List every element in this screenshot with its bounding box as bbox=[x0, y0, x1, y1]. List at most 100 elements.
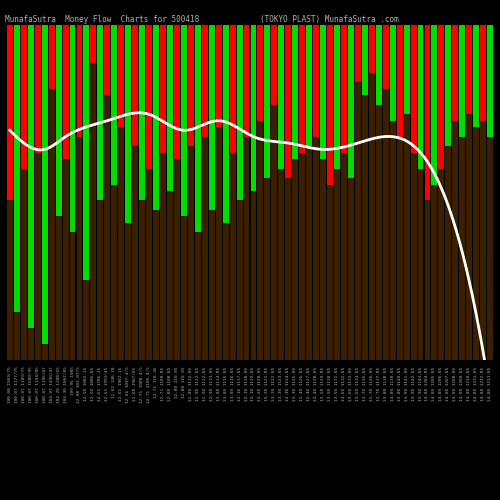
Bar bbox=[174, 25, 180, 159]
Bar bbox=[286, 25, 291, 360]
Text: 12.08 102.07/5: 12.08 102.07/5 bbox=[78, 366, 82, 403]
Text: 13.10 1119.85: 13.10 1119.85 bbox=[252, 366, 256, 400]
Bar bbox=[146, 25, 152, 169]
Text: 100.07 1177/75: 100.07 1177/75 bbox=[15, 366, 19, 403]
Bar bbox=[369, 25, 375, 360]
Text: 12.68 1987/05: 12.68 1987/05 bbox=[133, 366, 137, 400]
Text: 12.66 1097.4/5: 12.66 1097.4/5 bbox=[126, 366, 130, 403]
Text: 13.60 1134.85: 13.60 1134.85 bbox=[356, 366, 360, 400]
Bar bbox=[355, 25, 361, 82]
Bar bbox=[404, 25, 409, 114]
Bar bbox=[452, 25, 458, 360]
Bar bbox=[28, 25, 34, 328]
Bar bbox=[202, 25, 207, 136]
Bar bbox=[446, 25, 452, 146]
Bar bbox=[466, 25, 472, 114]
Bar bbox=[153, 25, 159, 210]
Bar bbox=[139, 25, 145, 201]
Bar bbox=[355, 25, 361, 360]
Text: 100.07 1680/95: 100.07 1680/95 bbox=[29, 366, 33, 403]
Bar bbox=[438, 25, 444, 360]
Bar bbox=[487, 25, 493, 136]
Text: 104.07 1490/47: 104.07 1490/47 bbox=[50, 366, 54, 403]
Bar bbox=[7, 25, 13, 201]
Bar bbox=[174, 25, 180, 360]
Text: MunafaSutra  Money Flow  Charts for 500418: MunafaSutra Money Flow Charts for 500418 bbox=[5, 15, 199, 24]
Bar bbox=[62, 25, 68, 360]
Text: 13.40 1127.85: 13.40 1127.85 bbox=[307, 366, 311, 400]
Bar bbox=[21, 25, 27, 169]
Text: 13.80 1140.85: 13.80 1140.85 bbox=[398, 366, 402, 400]
Bar bbox=[432, 25, 438, 184]
Bar bbox=[306, 25, 312, 360]
Bar bbox=[306, 25, 312, 146]
Text: (TOKYO PLAST) MunafaSutra .com: (TOKYO PLAST) MunafaSutra .com bbox=[260, 15, 399, 24]
Bar bbox=[216, 25, 222, 127]
Text: 12.80 110.85: 12.80 110.85 bbox=[175, 366, 179, 398]
Text: 100.07 1189/75: 100.07 1189/75 bbox=[22, 366, 26, 403]
Bar bbox=[327, 25, 333, 360]
Text: 12.71 1189.85: 12.71 1189.85 bbox=[161, 366, 165, 400]
Bar bbox=[424, 25, 430, 201]
Bar bbox=[236, 25, 242, 201]
Bar bbox=[70, 25, 75, 360]
Bar bbox=[320, 25, 326, 159]
Bar bbox=[396, 25, 402, 136]
Bar bbox=[98, 25, 103, 201]
Bar bbox=[334, 25, 340, 169]
Bar bbox=[376, 25, 382, 360]
Bar bbox=[112, 25, 117, 184]
Text: 12.80 110.85: 12.80 110.85 bbox=[182, 366, 186, 398]
Bar bbox=[250, 25, 256, 191]
Bar bbox=[466, 25, 472, 360]
Bar bbox=[487, 25, 493, 360]
Bar bbox=[250, 25, 256, 360]
Text: 14.00 1211.85: 14.00 1211.85 bbox=[474, 366, 478, 400]
Text: 100.00 1969/75: 100.00 1969/75 bbox=[8, 366, 12, 403]
Bar bbox=[383, 25, 388, 89]
Text: 12.90 1113.85: 12.90 1113.85 bbox=[210, 366, 214, 400]
Text: 104.20 1208/65: 104.20 1208/65 bbox=[56, 366, 60, 403]
Text: 12.90 1112.85: 12.90 1112.85 bbox=[196, 366, 200, 400]
Bar bbox=[286, 25, 291, 178]
Text: 14.00 1207.85: 14.00 1207.85 bbox=[446, 366, 450, 400]
Text: 12.71 118.45: 12.71 118.45 bbox=[154, 366, 158, 398]
Text: 13.90 1142.85: 13.90 1142.85 bbox=[412, 366, 416, 400]
Bar bbox=[438, 25, 444, 169]
Text: 13.30 1123.85: 13.30 1123.85 bbox=[280, 366, 283, 400]
Bar bbox=[216, 25, 222, 360]
Text: 13.60 1132.85: 13.60 1132.85 bbox=[342, 366, 346, 400]
Bar bbox=[418, 25, 424, 360]
Text: 14.00 1213.85: 14.00 1213.85 bbox=[488, 366, 492, 400]
Bar bbox=[446, 25, 452, 360]
Bar bbox=[62, 25, 68, 159]
Text: 13.50 1129.85: 13.50 1129.85 bbox=[321, 366, 325, 400]
Bar bbox=[258, 25, 264, 360]
Bar bbox=[460, 25, 465, 136]
Text: 13.50 1130.85: 13.50 1130.85 bbox=[328, 366, 332, 400]
Bar bbox=[48, 25, 54, 89]
Bar bbox=[244, 25, 250, 360]
Bar bbox=[48, 25, 54, 360]
Bar bbox=[362, 25, 368, 360]
Bar bbox=[181, 25, 187, 216]
Bar bbox=[160, 25, 166, 152]
Bar bbox=[278, 25, 284, 360]
Text: 13.30 1124.85: 13.30 1124.85 bbox=[286, 366, 290, 400]
Bar bbox=[258, 25, 264, 120]
Text: 13.10 1118.85: 13.10 1118.85 bbox=[244, 366, 248, 400]
Bar bbox=[188, 25, 194, 146]
Bar bbox=[334, 25, 340, 360]
Bar bbox=[278, 25, 284, 169]
Text: 12.71 1988.4/5: 12.71 1988.4/5 bbox=[140, 366, 144, 403]
Bar bbox=[313, 25, 319, 360]
Text: 12.80 1112.85: 12.80 1112.85 bbox=[189, 366, 193, 400]
Bar bbox=[404, 25, 409, 360]
Bar bbox=[299, 25, 305, 360]
Text: 13.40 1126.85: 13.40 1126.85 bbox=[300, 366, 304, 400]
Bar bbox=[272, 25, 278, 105]
Bar bbox=[76, 25, 82, 136]
Bar bbox=[146, 25, 152, 360]
Text: 14.00 1209.85: 14.00 1209.85 bbox=[460, 366, 464, 400]
Bar bbox=[84, 25, 89, 360]
